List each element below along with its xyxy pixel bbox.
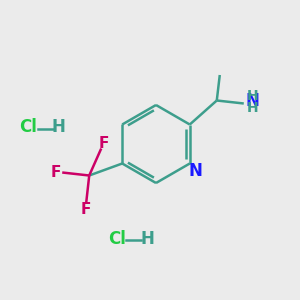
Text: H: H xyxy=(140,230,154,247)
Text: Cl: Cl xyxy=(108,230,126,247)
Text: H: H xyxy=(247,89,259,103)
Text: H: H xyxy=(247,101,259,115)
Text: F: F xyxy=(99,136,110,151)
Text: H: H xyxy=(52,118,65,136)
Text: F: F xyxy=(50,165,61,180)
Text: F: F xyxy=(81,202,92,217)
Text: N: N xyxy=(245,92,259,110)
Text: Cl: Cl xyxy=(20,118,38,136)
Text: N: N xyxy=(188,162,202,180)
